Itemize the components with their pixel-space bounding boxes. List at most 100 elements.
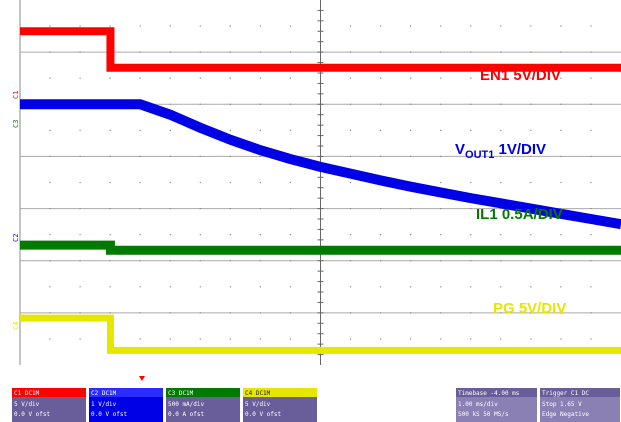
grid-dot <box>440 181 442 184</box>
grid-dot <box>139 312 141 314</box>
grid-dot <box>560 207 562 210</box>
timebase-panel-line2: 1.00 ms/div <box>458 401 498 408</box>
grid-dot <box>229 312 231 314</box>
grid-dot <box>199 181 201 184</box>
grid-dot <box>139 77 141 79</box>
grid-dot <box>500 286 502 288</box>
grid-dot <box>79 312 81 314</box>
grid-dot <box>500 25 502 27</box>
ch4-panel-line3: 0.0 V ofst <box>245 411 282 418</box>
grid-dot <box>560 181 562 184</box>
grid-dot <box>229 77 231 79</box>
trace-vout1-noise <box>20 103 621 225</box>
grid-dot <box>590 129 592 131</box>
ch4-panel[interactable]: C4 DC1M 5 V/div 0.0 V ofst <box>243 388 317 422</box>
grid-dot <box>49 181 51 184</box>
grid-dot <box>109 207 111 210</box>
grid-dot <box>410 103 412 105</box>
ch2-panel[interactable]: C2 DC1M 1 V/div 0.0 V ofst <box>89 388 163 422</box>
grid-dot <box>169 129 171 131</box>
grid-dot <box>49 77 51 79</box>
grid <box>19 0 621 365</box>
grid-dot <box>49 207 51 210</box>
grid-dot <box>500 312 502 314</box>
grid-dot <box>229 260 231 262</box>
grid-dot <box>139 260 141 262</box>
grid-dot <box>289 25 292 27</box>
grid-dot <box>79 207 81 210</box>
grid-dot <box>440 129 442 131</box>
label-il1: IL1 0.5A/DIV <box>476 206 563 223</box>
grid-dot <box>590 181 592 184</box>
grid-dot <box>289 51 292 53</box>
grid-dot <box>500 181 502 184</box>
grid-dot <box>470 77 472 79</box>
grid-dot <box>199 25 201 27</box>
ch1-panel-line2: 5 V/div <box>14 401 40 408</box>
grid-dot <box>349 312 352 314</box>
ch4-panel-line1: C4 DC1M <box>245 390 271 397</box>
grid-dot <box>380 286 382 288</box>
grid-dot <box>440 312 442 314</box>
grid-dot <box>229 103 231 105</box>
grid-dot <box>560 260 562 262</box>
grid-dot <box>199 234 201 236</box>
grid-dot <box>500 129 502 131</box>
label-vout1-scale: 1V/DIV <box>494 141 546 158</box>
grid-dot <box>169 286 171 288</box>
ch1-panel[interactable]: C1 DC1M 5 V/div 0.0 V ofst <box>12 388 86 422</box>
grid-dot <box>410 25 412 27</box>
grid-dot <box>349 234 352 236</box>
grid-dot <box>530 260 532 262</box>
grid-dot <box>109 286 111 288</box>
grid-dot <box>380 155 382 158</box>
grid-dot <box>349 181 352 184</box>
grid-dot <box>590 234 592 236</box>
grid-dot <box>109 181 111 184</box>
grid-dot <box>169 181 171 184</box>
grid-dot <box>410 260 412 262</box>
ch2-panel-line3: 0.0 V ofst <box>91 411 128 418</box>
grid-dot <box>470 103 472 105</box>
grid-dot <box>349 51 352 53</box>
grid-dot <box>109 129 111 131</box>
grid-dot <box>169 155 171 158</box>
ch2-panel-line2: 1 V/div <box>91 401 117 408</box>
grid-dot <box>440 25 442 27</box>
trigger-panel[interactable]: Trigger C1 DC Stop 1.65 V Edge Negative <box>540 388 620 422</box>
grid-dot <box>410 338 412 340</box>
footer-panels: C1 DC1M 5 V/div 0.0 V ofst C2 DC1M 1 V/d… <box>12 388 620 422</box>
label-pg: PG 5V/DIV <box>493 300 566 317</box>
grid-dot <box>289 312 292 314</box>
grid-dot <box>229 155 231 158</box>
grid-dot <box>289 234 292 236</box>
grid-dot <box>199 260 201 262</box>
label-vout1: VOUT1 1V/DIV <box>455 141 546 161</box>
timebase-panel[interactable]: Timebase -4.00 ms 1.00 ms/div 500 kS 50 … <box>456 388 537 422</box>
grid-dot <box>289 181 292 184</box>
grid-dot <box>199 77 201 79</box>
grid-dot <box>289 286 292 288</box>
grid-dot <box>590 286 592 288</box>
grid-dot <box>410 312 412 314</box>
grid-dot <box>530 25 532 27</box>
grid-dot <box>470 155 472 158</box>
label-vout1-sub: OUT1 <box>465 149 494 161</box>
grid-dot <box>259 312 261 314</box>
grid-dot <box>259 286 261 288</box>
grid-dot <box>229 338 231 340</box>
grid-dot <box>470 286 472 288</box>
ch3-panel[interactable]: C3 DC1M 500 mA/div 0.0 A ofst <box>166 388 240 422</box>
grid-dot <box>289 77 292 79</box>
grid-dot <box>79 181 81 184</box>
grid-dot <box>590 103 592 105</box>
grid-dot <box>500 207 502 210</box>
grid-dot <box>49 234 51 236</box>
trigger-panel-line2: Stop 1.65 V <box>542 401 582 408</box>
grid-dot <box>79 25 81 27</box>
grid-dot <box>440 338 442 340</box>
grid-dot <box>440 77 442 79</box>
ch3-marker: C4 <box>12 322 20 330</box>
grid-dot <box>590 338 592 340</box>
